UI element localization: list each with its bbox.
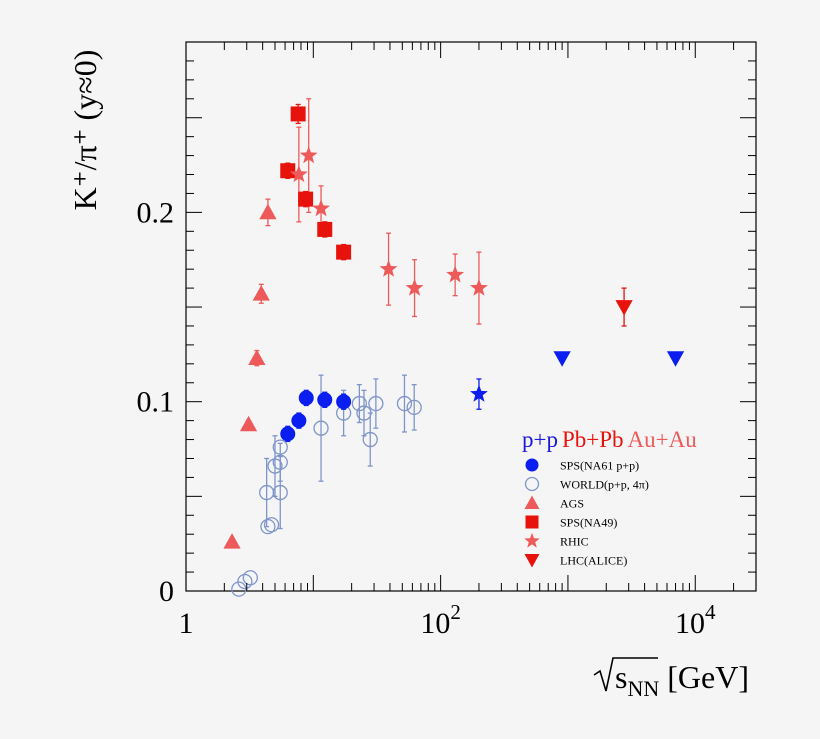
x-tick-label: 104 <box>675 600 716 640</box>
rhic-point <box>289 165 308 183</box>
legend-marker-sps-na61-p-p <box>525 458 539 472</box>
sqrt-sign-icon <box>593 657 658 692</box>
rhic-point <box>299 146 318 164</box>
sps-na61-p-p-point <box>298 390 314 406</box>
world-p-p-4-point <box>242 570 258 586</box>
legend-label-rhic: RHIC <box>560 535 589 549</box>
sps-na49-point <box>280 163 296 179</box>
x-axis-label: sNN [GeV] <box>593 657 749 701</box>
legend-label-lhc-alice: LHC(ALICE) <box>560 554 627 568</box>
sps-na61-p-p-point <box>280 426 296 442</box>
lhc-alice-point <box>615 300 633 316</box>
legend-header-auau: Au+Au <box>628 427 698 452</box>
y-tick-label: 0.2 <box>137 196 175 229</box>
x-axis-label-unit: [GeV] <box>659 659 749 695</box>
legend-header-pp: p+p <box>522 427 558 452</box>
legend-label-sps-na61-p-p: SPS(NA61 p+p) <box>560 459 639 473</box>
ags-point <box>259 203 277 220</box>
legend-marker-lhc-alice <box>524 554 540 568</box>
y-tick-label: 0.1 <box>137 386 175 419</box>
world-p-p-4-point <box>272 439 288 455</box>
world-p-p-4-point <box>351 395 368 412</box>
x-tick-label-base: 10 <box>420 607 450 640</box>
world-p-p-4-point <box>237 573 253 590</box>
world-p-p-4-point <box>263 517 280 533</box>
sps-na49-point <box>290 106 306 122</box>
extra-point <box>553 351 571 367</box>
extra-point <box>666 351 685 367</box>
world-p-p-4-point <box>368 395 384 412</box>
y-tick-label: 0 <box>159 575 174 608</box>
world-p-p-4-point <box>272 484 288 501</box>
world-p-p-4-point <box>267 458 283 474</box>
x-tick-label: 102 <box>420 600 461 640</box>
sps-na61-p-p-point <box>336 394 352 410</box>
world-p-p-4-point <box>406 399 422 416</box>
x-axis-label-sub: NN <box>627 676 659 701</box>
legend-marker-ags <box>524 495 540 509</box>
data-points <box>223 106 685 597</box>
rhic-point <box>405 278 424 296</box>
y-axis-label: K⁺/π⁺ (y≈0) <box>67 50 103 211</box>
world-p-p-4-point <box>396 395 413 412</box>
rhic-point <box>312 199 330 217</box>
legend: p+p Pb+Pb Au+Au SPS(NA61 p+p) WORLD(p+p, 4π… <box>522 427 697 568</box>
world-p-p-4-point <box>362 431 378 448</box>
legend-marker-rhic <box>524 532 540 548</box>
legend-header: p+p Pb+Pb Au+Au <box>522 427 697 452</box>
world-p-p-4-point <box>313 420 329 436</box>
ags-point <box>248 349 266 366</box>
sps-na49-point <box>298 191 314 207</box>
legend-marker-sps-na49 <box>525 515 539 529</box>
legend-label-world-p-p-4: WORLD(p+p, 4π) <box>560 478 649 492</box>
world-p-p-4-point <box>260 518 276 535</box>
ags-point <box>223 533 241 549</box>
rhic-point <box>379 259 398 277</box>
x-tick-label-base: 10 <box>675 607 705 640</box>
ags-point <box>239 415 258 432</box>
sps-na49-point <box>336 244 352 260</box>
x-tick-label: 1 <box>179 607 194 640</box>
sps-na61-p-p-point <box>291 413 307 429</box>
legend-marker-world-p-p-4 <box>524 476 540 492</box>
x-tick-label-exponent: 4 <box>705 600 716 624</box>
rhic-point <box>470 278 488 296</box>
rhic-point <box>446 265 465 283</box>
plot-frame <box>185 41 757 592</box>
legend-header-pbpb: Pb+Pb <box>562 427 624 452</box>
x-tick-label-exponent: 2 <box>450 600 461 624</box>
legend-label-sps-na49: SPS(NA49) <box>560 516 617 530</box>
sps-na61-p-p-point <box>317 392 333 408</box>
extra-point <box>470 384 488 402</box>
axis-ticks <box>185 42 757 592</box>
ags-point <box>252 285 270 301</box>
world-p-p-4-point <box>272 454 288 470</box>
legend-label-ags: AGS <box>560 497 584 511</box>
sps-na49-point <box>317 221 333 237</box>
world-p-p-4-point <box>356 405 372 421</box>
